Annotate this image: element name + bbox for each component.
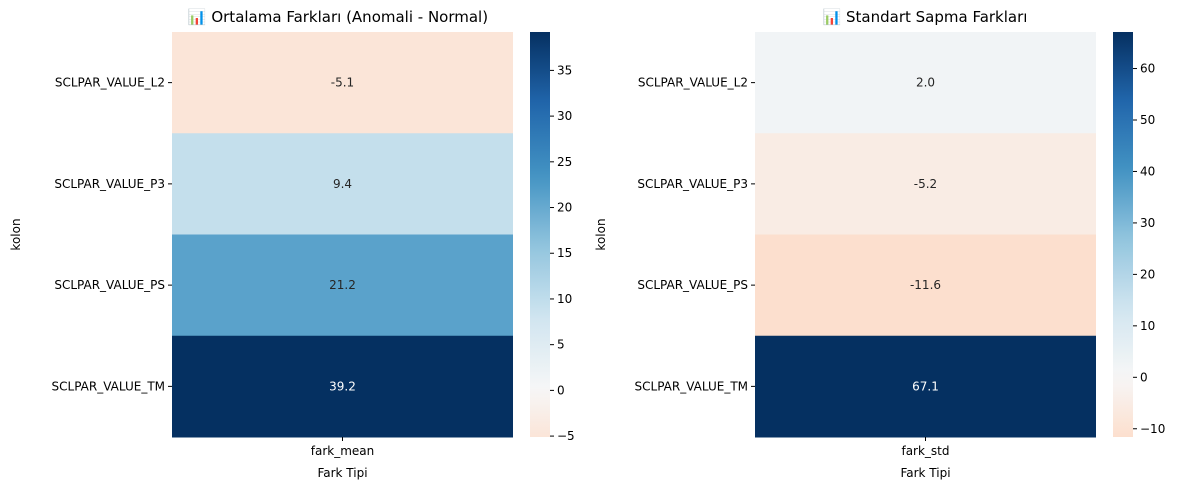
heatmap-cell	[172, 234, 513, 337]
heatmap-cell	[755, 234, 1096, 337]
x-axis-label: Fark Tipi	[317, 466, 367, 480]
heatmap-cell	[172, 32, 513, 134]
std-difference-heatmap: 📊 Standart Sapma Farkları 2.0 SCLPAR_VALUE…	[594, 8, 1165, 480]
y-tick-label: SCLPAR_VALUE_P3	[54, 177, 165, 191]
cell-annotation: 67.1	[912, 379, 939, 393]
y-axis-label: kolon	[594, 218, 608, 250]
colorbar-tick-label: 30	[557, 109, 572, 123]
y-tick-label: SCLPAR_VALUE_L2	[55, 76, 165, 90]
colorbar-tick-label: 10	[557, 292, 572, 306]
x-axis-label: Fark Tipi	[900, 466, 950, 480]
y-tick-label: SCLPAR_VALUE_L2	[638, 76, 748, 90]
chart-title: 📊 Standart Sapma Farkları	[823, 8, 1028, 26]
heatmap-cell	[755, 133, 1096, 235]
colorbar	[1113, 32, 1133, 437]
colorbar	[530, 32, 550, 437]
colorbar-tick-label: 0	[1140, 370, 1148, 384]
y-tick-label: SCLPAR_VALUE_P3	[637, 177, 748, 191]
heatmap-cell	[755, 335, 1096, 438]
chart-title: 📊 Ortalama Farkları (Anomali - Normal)	[188, 8, 488, 26]
y-tick-label: SCLPAR_VALUE_PS	[637, 278, 748, 292]
x-tick-label: fark_mean	[311, 444, 375, 458]
heatmap-cell	[172, 335, 513, 438]
cell-annotation: 21.2	[329, 278, 356, 292]
cell-annotation: 39.2	[329, 379, 356, 393]
colorbar-tick-label: 15	[557, 246, 572, 260]
x-tick-label: fark_std	[901, 444, 949, 458]
colorbar-tick-label: 25	[557, 155, 572, 169]
colorbar-tick-label: 50	[1140, 113, 1155, 127]
y-tick-label: SCLPAR_VALUE_PS	[54, 278, 165, 292]
colorbar-tick-label: −5	[557, 429, 575, 443]
colorbar-tick-label: 60	[1140, 62, 1155, 76]
colorbar-tick-label: 5	[557, 338, 565, 352]
colorbar-tick-label: −10	[1140, 422, 1165, 436]
cell-annotation: 2.0	[916, 76, 935, 90]
colorbar-tick-label: 0	[557, 383, 565, 397]
colorbar-tick-label: 30	[1140, 216, 1155, 230]
colorbar-tick-label: 20	[1140, 267, 1155, 281]
cell-annotation: -5.2	[914, 177, 937, 191]
cell-annotation: -11.6	[910, 278, 941, 292]
y-tick-label: SCLPAR_VALUE_TM	[52, 379, 165, 393]
colorbar-tick-label: 40	[1140, 164, 1155, 178]
colorbar-tick-label: 35	[557, 63, 572, 77]
colorbar-tick-label: 20	[557, 201, 572, 215]
colorbar-tick-label: 10	[1140, 319, 1155, 333]
y-tick-label: SCLPAR_VALUE_TM	[635, 379, 748, 393]
heatmap-cell	[172, 133, 513, 235]
y-axis-label: kolon	[9, 218, 23, 250]
heatmap-cell	[755, 32, 1096, 134]
mean-difference-heatmap: 📊 Ortalama Farkları (Anomali - Normal) -5…	[9, 8, 575, 480]
cell-annotation: 9.4	[333, 177, 352, 191]
cell-annotation: -5.1	[331, 76, 354, 90]
